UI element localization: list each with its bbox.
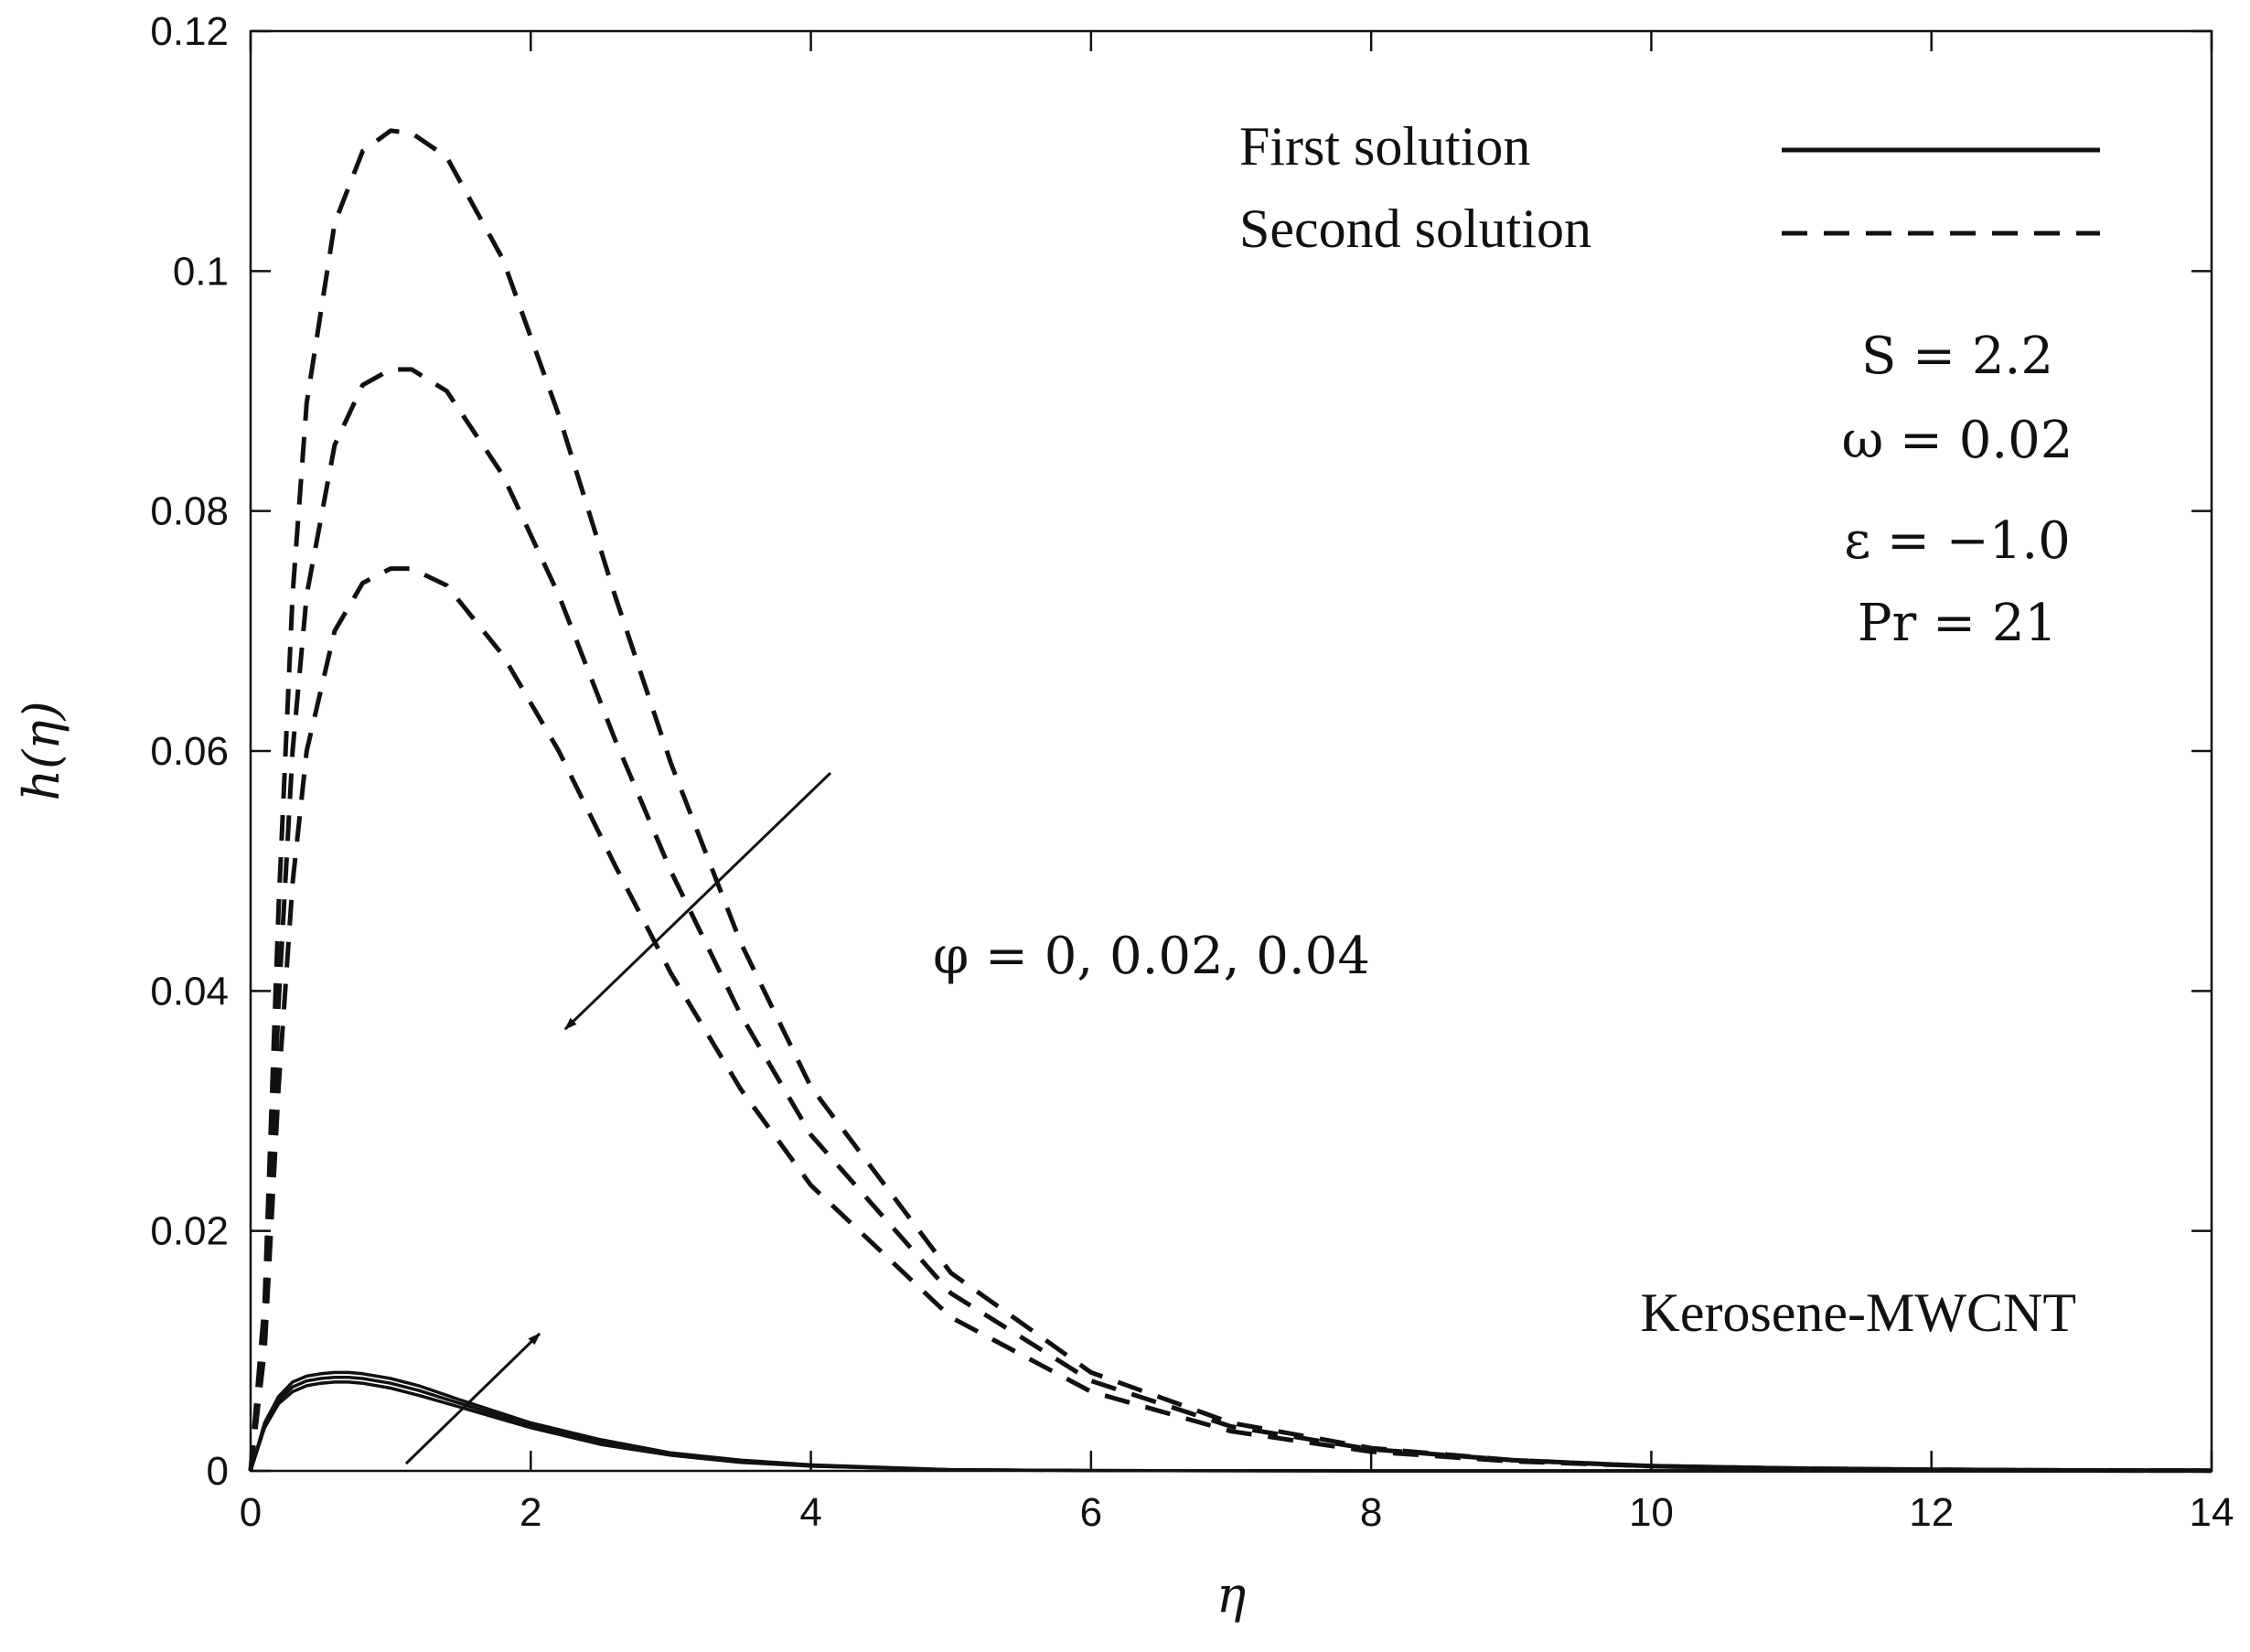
x-tick-label-1: 2 <box>520 1490 541 1535</box>
x-tick-label-7: 14 <box>2190 1490 2234 1535</box>
parameter-block: S = 2.2 ω = 0.02 ε = −1.0 Pr = 21 <box>1842 327 2073 653</box>
phi-arrow-second-solution <box>563 771 832 1031</box>
y-tick-label-2: 0.04 <box>150 969 229 1014</box>
x-tick-label-6: 12 <box>1909 1490 1954 1535</box>
parameter-pr: Pr = 21 <box>1858 594 2057 653</box>
series-line-5 <box>248 566 2212 1474</box>
parameter-s: S = 2.2 <box>1861 327 2053 386</box>
y-axis-label: h(η) <box>13 701 70 800</box>
y-tick-label-3: 0.06 <box>150 729 229 774</box>
y-tick-label-5: 0.1 <box>173 249 229 294</box>
x-tick-label-4: 8 <box>1360 1490 1382 1535</box>
series-layer <box>248 128 2212 1474</box>
legend-entry-second-label: Second solution <box>1239 198 1591 259</box>
x-tick-label-2: 4 <box>799 1490 821 1535</box>
legend: First solution Second solution <box>1239 116 2100 259</box>
x-axis-label: η <box>1216 1566 1246 1624</box>
y-tick-label-4: 0.08 <box>150 489 229 534</box>
phi-arrow-first-solution <box>404 1332 541 1465</box>
plot-frame <box>249 29 2213 1473</box>
x-tick-label-3: 6 <box>1080 1490 1102 1535</box>
x-tick-label-5: 10 <box>1629 1490 1674 1535</box>
y-tick-label-6: 0.12 <box>150 9 229 54</box>
material-annotation: Kerosene-MWCNT <box>1640 1282 2076 1343</box>
legend-entry-first-label: First solution <box>1239 116 1530 177</box>
x-tick-label-0: 0 <box>240 1490 262 1535</box>
y-tick-label-0: 0 <box>207 1449 229 1494</box>
phi-annotation: φ = 0, 0.02, 0.04 <box>933 927 1370 986</box>
y-tick-label-1: 0.02 <box>150 1209 229 1254</box>
parameter-omega: ω = 0.02 <box>1842 411 2073 470</box>
plot-background <box>251 31 2212 1471</box>
parameter-epsilon: ε = −1.0 <box>1844 511 2071 571</box>
tick-layer: 0 2 4 6 8 10 12 14 0 0.02 0.04 0.06 0.08 0.1 0.12 <box>150 9 2234 1535</box>
series-line-4 <box>248 367 2212 1474</box>
